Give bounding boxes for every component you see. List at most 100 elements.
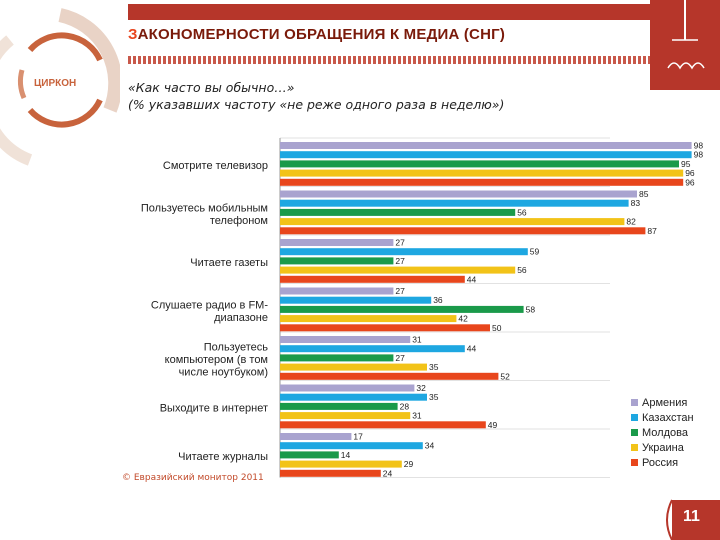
legend-swatch — [631, 459, 638, 466]
data-label: 83 — [631, 198, 641, 208]
category-label: Смотрите телевизор — [163, 160, 268, 172]
legend-swatch — [631, 414, 638, 421]
bar — [280, 421, 486, 429]
bar — [280, 315, 457, 323]
bar — [280, 160, 679, 168]
category-label: диапазоне — [214, 312, 268, 324]
header-stripes — [128, 56, 650, 64]
bar — [280, 384, 415, 392]
bar — [280, 433, 352, 440]
data-label: 27 — [395, 353, 405, 363]
question-line-1: «Как часто вы обычно…» — [128, 80, 295, 95]
bar — [280, 345, 465, 353]
legend-item: Армения — [631, 395, 694, 410]
data-label: 34 — [425, 441, 435, 451]
data-label: 95 — [681, 159, 691, 169]
bar — [280, 257, 394, 265]
data-label: 36 — [433, 295, 443, 305]
data-label: 27 — [395, 238, 405, 248]
data-label: 59 — [530, 247, 540, 257]
bar — [280, 178, 684, 186]
bar — [280, 336, 411, 343]
data-label: 35 — [429, 392, 439, 402]
data-label: 49 — [488, 420, 498, 430]
category-label: Слушаете радио в FM- — [151, 299, 268, 311]
legend-item: Молдова — [631, 425, 694, 440]
legend-swatch — [631, 429, 638, 436]
category-label: телефоном — [210, 215, 268, 227]
circle-logo-icon: ЦИРКОН — [0, 8, 120, 166]
legend-label: Армения — [642, 396, 688, 409]
bar — [280, 354, 394, 362]
category-label: Выходите в интернет — [160, 403, 268, 415]
bar — [280, 266, 516, 274]
bar — [280, 324, 490, 332]
bar — [280, 469, 381, 477]
bar — [280, 393, 427, 401]
data-label: 42 — [458, 314, 468, 324]
header-banner — [128, 4, 650, 20]
bar — [280, 296, 432, 304]
data-label: 27 — [395, 256, 405, 266]
logo-text: ЦИРКОН — [34, 78, 76, 89]
bar — [280, 142, 692, 149]
data-label: 44 — [467, 274, 477, 284]
page-number-badge — [658, 486, 720, 540]
bar — [280, 305, 524, 313]
data-label: 29 — [404, 459, 414, 469]
legend-swatch — [631, 399, 638, 406]
data-label: 32 — [416, 383, 426, 393]
data-label: 96 — [685, 177, 695, 187]
bar — [280, 287, 394, 295]
bar — [280, 412, 411, 420]
page-number: 11 — [683, 508, 700, 525]
category-label: Читаете журналы — [178, 451, 268, 463]
legend-label: Россия — [642, 456, 679, 469]
data-label: 82 — [626, 217, 636, 227]
bar — [280, 460, 402, 468]
question-line-2: (% указавших частоту «не реже одного раз… — [128, 97, 505, 112]
data-label: 27 — [395, 286, 405, 296]
data-label: 96 — [685, 168, 695, 178]
bar — [280, 442, 423, 450]
data-label: 31 — [412, 411, 422, 421]
copyright-text: © Евразийский монитор 2011 — [122, 473, 264, 483]
bar — [280, 402, 398, 410]
category-label: компьютером (в том — [165, 354, 268, 366]
data-label: 87 — [647, 226, 657, 236]
data-label: 58 — [526, 304, 536, 314]
legend-label: Казахстан — [642, 411, 694, 424]
bar — [280, 239, 394, 246]
legend-label: Украина — [642, 441, 684, 454]
bar — [280, 169, 684, 177]
data-label: 24 — [383, 468, 393, 478]
data-label: 85 — [639, 189, 649, 199]
legend-item: Казахстан — [631, 410, 694, 425]
data-label: 14 — [341, 450, 351, 460]
bar — [280, 363, 427, 371]
bar — [280, 227, 646, 235]
bar — [280, 372, 499, 380]
data-label: 98 — [694, 150, 704, 160]
page-title: ЗАКОНОМЕРНОСТИ ОБРАЩЕНИЯ К МЕДИА (СНГ) — [128, 26, 506, 43]
data-label: 98 — [694, 141, 704, 151]
data-label: 35 — [429, 362, 439, 372]
category-label: Читаете газеты — [190, 257, 268, 269]
data-label: 44 — [467, 344, 477, 354]
legend-swatch — [631, 444, 638, 451]
data-label: 52 — [500, 371, 510, 381]
data-label: 28 — [400, 401, 410, 411]
bar — [280, 208, 516, 216]
bar — [280, 190, 637, 198]
category-label: Пользуетесь — [204, 342, 269, 354]
bar — [280, 275, 465, 283]
category-label: числе ноутбуком) — [179, 367, 268, 379]
data-label: 17 — [353, 432, 363, 442]
legend-label: Молдова — [642, 426, 688, 439]
data-label: 56 — [517, 265, 527, 275]
category-label: Пользуетесь мобильным — [141, 202, 268, 214]
bar — [280, 248, 528, 256]
bar — [280, 151, 692, 159]
bar — [280, 451, 339, 459]
